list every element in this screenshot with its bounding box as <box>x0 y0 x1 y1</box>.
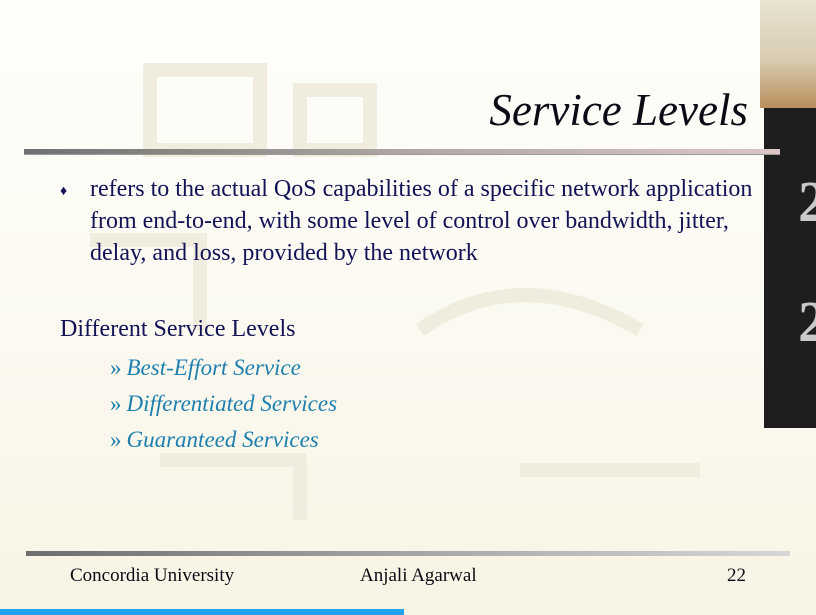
page-number: 22 <box>727 565 746 586</box>
service-level-label: Differentiated Services <box>126 391 338 416</box>
service-level-list: » Best-Effort Service » Differentiated Ser… <box>110 350 337 458</box>
sub-heading: Different Service Levels <box>60 316 296 342</box>
list-item: » Best-Effort Service <box>110 350 337 386</box>
service-level-label: Guaranteed Services <box>126 427 319 452</box>
list-marker: » <box>110 391 122 416</box>
footer-divider <box>26 551 790 556</box>
bullet-item: ♦ refers to the actual QoS capabilities … <box>60 173 760 269</box>
footer-institution: Concordia University <box>70 565 235 586</box>
list-item: » Differentiated Services <box>110 386 337 422</box>
side-camera-strip: 2 2 <box>760 0 816 428</box>
video-progress-bar[interactable] <box>0 609 404 615</box>
service-level-label: Best-Effort Service <box>126 355 301 380</box>
strip-photo <box>760 0 816 108</box>
strip-glyph: 2 <box>798 289 816 354</box>
list-marker: » <box>110 355 122 380</box>
bullet-text: refers to the actual QoS capabilities of… <box>90 176 753 266</box>
list-item: » Guaranteed Services <box>110 422 337 458</box>
footer-author: Anjali Agarwal <box>360 565 477 586</box>
title-divider <box>24 149 780 155</box>
list-marker: » <box>110 427 122 452</box>
slide-title: Service Levels <box>489 85 748 135</box>
diamond-bullet-icon: ♦ <box>60 184 68 199</box>
strip-dark-panel <box>764 108 816 428</box>
strip-glyph: 2 <box>798 169 816 234</box>
